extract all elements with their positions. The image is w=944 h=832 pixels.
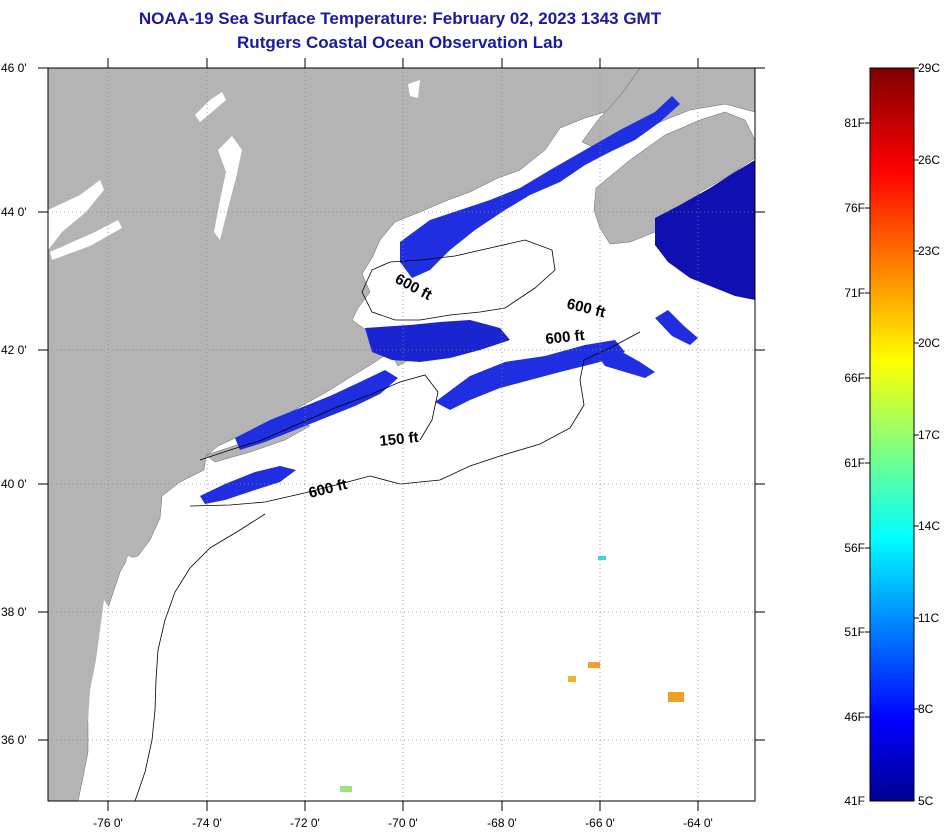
sst-patch-south-georges	[595, 348, 655, 378]
lon-label-72: -72 0'	[290, 816, 320, 830]
chesapeake-bay	[88, 600, 112, 728]
lat-label-38: 38 0'	[1, 605, 27, 619]
sst-patch-georges-bank	[435, 340, 625, 410]
colorbar	[869, 67, 915, 802]
colorbar-f-76: 76F	[844, 201, 865, 215]
sst-warm-speck	[668, 692, 684, 702]
land-nova-scotia	[593, 111, 755, 245]
contour-label-600ft-georges: 600 ft	[545, 327, 586, 348]
colorbar-ticks	[865, 67, 919, 718]
colorbar-c-23: 23C	[918, 244, 940, 258]
colorbar-c-29: 29C	[918, 61, 940, 75]
contour-600ft-south	[134, 513, 266, 801]
contour-label-150ft: 150 ft	[379, 429, 420, 450]
axis-ticks	[38, 58, 765, 811]
colorbar-f-46: 46F	[844, 710, 865, 724]
colorbar-f-71: 71F	[844, 286, 865, 300]
colorbar-f-66: 66F	[844, 371, 865, 385]
lon-label-64: -64 0'	[683, 816, 713, 830]
sst-cyan-speck	[598, 556, 606, 560]
lon-label-66: -66 0'	[585, 816, 615, 830]
colorbar-f-56: 56F	[844, 541, 865, 555]
lat-label-46: 46 0'	[1, 61, 27, 75]
colorbar-f-61: 61F	[844, 456, 865, 470]
delaware-bay	[120, 556, 138, 590]
sst-patch-gulf-of-maine-north	[400, 96, 680, 278]
colorbar-c-26: 26C	[918, 153, 940, 167]
sst-patch-massachusetts-bay	[365, 320, 510, 362]
sst-warm-speck	[588, 662, 600, 668]
colorbar-c-8: 8C	[918, 702, 934, 716]
colorbar-c-20: 20C	[918, 336, 940, 350]
sst-patch-southern-new-england	[235, 370, 398, 450]
sst-cold-patches	[200, 96, 755, 504]
contour-600ft-shelf-break	[189, 331, 641, 507]
colorbar-f-41: 41F	[844, 794, 865, 808]
map-frame	[47, 67, 756, 802]
lake	[214, 136, 242, 240]
lat-label-44: 44 0'	[1, 205, 27, 219]
sst-green-speck	[340, 786, 352, 792]
sst-patch-new-jersey-shelf	[200, 466, 296, 504]
lat-label-42: 42 0'	[1, 343, 27, 357]
lake	[50, 220, 122, 260]
lon-label-74: -74 0'	[192, 816, 222, 830]
lat-label-36: 36 0'	[1, 733, 27, 747]
lat-label-40: 40 0'	[1, 477, 27, 491]
colorbar-c-11: 11C	[918, 611, 939, 625]
contour-600ft-gulf	[361, 239, 556, 321]
lake	[48, 180, 104, 250]
colorbar-c-17: 17C	[918, 428, 940, 442]
colorbar-c-5: 5C	[918, 794, 934, 808]
contour-150ft	[199, 374, 439, 461]
lon-label-70: -70 0'	[388, 816, 418, 830]
colorbar-f-81: 81F	[844, 116, 865, 130]
map-title: NOAA-19 Sea Surface Temperature: Februar…	[138, 9, 662, 28]
sst-warm-speck	[568, 676, 576, 682]
sst-patch-scotian-shelf	[655, 160, 755, 300]
lon-label-76: -76 0'	[93, 816, 123, 830]
lake	[408, 80, 420, 98]
lon-label-68: -68 0'	[487, 816, 517, 830]
sst-patch-east	[655, 310, 698, 345]
colorbar-f-51: 51F	[844, 625, 865, 639]
map-subtitle: Rutgers Coastal Ocean Observation Lab	[237, 33, 563, 52]
lake	[195, 92, 226, 122]
colorbar-c-14: 14C	[918, 519, 940, 533]
